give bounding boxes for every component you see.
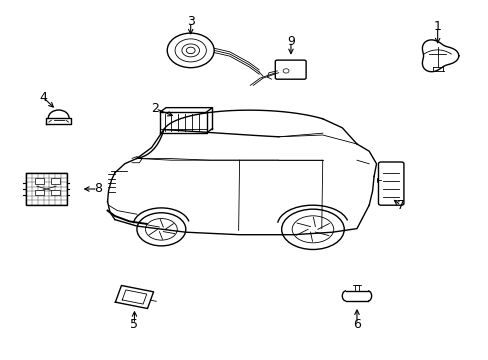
Text: 8: 8 (94, 183, 102, 195)
Text: 1: 1 (433, 21, 441, 33)
Text: 3: 3 (186, 15, 194, 28)
Bar (35, 190, 43, 195)
Bar (35, 178, 43, 184)
Text: 5: 5 (130, 318, 138, 330)
Text: 9: 9 (286, 35, 294, 48)
Bar (51, 178, 60, 184)
Bar (51, 190, 60, 195)
Text: 7: 7 (396, 199, 404, 212)
Text: 4: 4 (39, 91, 47, 104)
Bar (26, 173, 66, 205)
Text: 6: 6 (352, 318, 360, 330)
Text: 2: 2 (151, 102, 159, 115)
